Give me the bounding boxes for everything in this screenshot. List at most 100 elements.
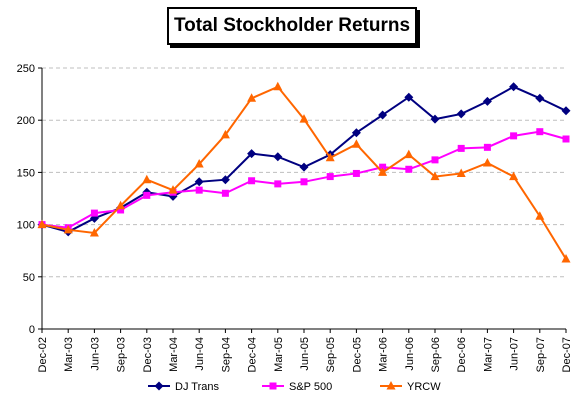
data-point [299, 162, 309, 172]
data-point [220, 175, 230, 185]
data-point [483, 143, 491, 151]
data-point [457, 144, 465, 152]
x-tick-label: Dec-04 [247, 337, 259, 372]
data-point [142, 174, 152, 184]
series-group [37, 81, 571, 263]
data-point [535, 211, 545, 220]
series-yrcw [37, 81, 571, 263]
data-point [247, 93, 257, 102]
x-tick-label: Sep-04 [220, 337, 232, 372]
legend-label: DJ Trans [175, 381, 220, 393]
series-s-p-500 [38, 128, 570, 232]
y-tick-labels: 0 50 100 150 200 250 [17, 63, 35, 336]
data-point [404, 92, 414, 102]
x-tick-label: Mar-05 [273, 337, 285, 372]
x-tick-label: Sep-05 [325, 337, 337, 372]
data-point [273, 152, 283, 162]
data-point [37, 219, 47, 229]
legend-item: S&P 500 [262, 381, 332, 393]
data-point [536, 128, 544, 136]
x-tick-label: Sep-03 [116, 337, 128, 372]
data-point [89, 227, 99, 237]
data-point [273, 81, 283, 91]
data-point [116, 200, 126, 210]
y-tick-label: 50 [23, 272, 35, 284]
x-tick-label: Dec-06 [456, 337, 468, 372]
x-tick-label: Dec-03 [142, 337, 154, 372]
x-tick-label: Mar-03 [63, 337, 75, 372]
legend: DJ Trans S&P 500 YRCW [148, 381, 441, 393]
data-point [456, 109, 466, 119]
y-tick-label: 100 [17, 220, 35, 232]
x-tick-label: Sep-07 [535, 337, 547, 372]
data-point [247, 149, 257, 159]
data-point [431, 156, 439, 164]
data-point [352, 169, 360, 177]
data-point [562, 135, 570, 143]
data-point [378, 110, 388, 120]
data-point [482, 96, 492, 106]
data-point [325, 152, 335, 162]
data-point [535, 93, 545, 103]
series-line [41, 85, 567, 260]
x-tick-label: Dec-02 [37, 337, 49, 372]
legend-label: S&P 500 [289, 381, 332, 393]
data-point [386, 381, 396, 390]
data-point [561, 106, 571, 116]
data-point [509, 82, 519, 92]
x-tick-label: Sep-06 [430, 337, 442, 372]
x-tick-labels: Dec-02 Mar-03 Jun-03 Sep-03 Dec-03 Mar-04 Jun-… [37, 337, 573, 372]
data-point [90, 209, 98, 217]
y-tick-label: 0 [29, 324, 35, 336]
data-point [430, 171, 440, 181]
data-point [509, 171, 519, 181]
data-point [195, 186, 203, 194]
data-point [269, 382, 277, 390]
y-tick-label: 200 [17, 115, 35, 127]
data-point [221, 189, 229, 197]
x-tick-label: Mar-07 [482, 337, 494, 372]
data-point [351, 139, 361, 148]
data-point [220, 129, 230, 139]
data-point [482, 158, 492, 167]
x-tick-label: Jun-05 [299, 337, 311, 371]
x-tick-label: Jun-03 [89, 337, 101, 371]
x-tick-label: Mar-06 [378, 337, 390, 372]
x-tick-label: Dec-07 [561, 337, 573, 372]
data-point [300, 178, 308, 186]
data-point [405, 165, 413, 173]
data-point [378, 167, 388, 176]
legend-item: DJ Trans [148, 381, 220, 393]
data-point [299, 114, 309, 123]
legend-item: YRCW [380, 381, 441, 393]
data-point [561, 254, 571, 263]
axes [38, 67, 567, 333]
x-tick-label: Jun-04 [194, 337, 206, 371]
data-point [510, 132, 518, 140]
data-point [379, 163, 387, 171]
data-point [117, 206, 125, 214]
data-point [154, 381, 164, 391]
data-point [168, 185, 178, 194]
x-tick-label: Jun-06 [404, 337, 416, 371]
y-tick-label: 250 [17, 63, 35, 75]
y-tick-label: 150 [17, 167, 35, 179]
data-point [143, 191, 151, 199]
data-point [351, 128, 361, 138]
data-point [430, 114, 440, 124]
data-point [274, 180, 282, 188]
legend-label: YRCW [407, 381, 441, 393]
chart-title: Total Stockholder Returns [167, 7, 417, 45]
grid-lines [42, 67, 566, 278]
data-point [194, 177, 204, 187]
x-tick-label: Mar-04 [168, 337, 180, 372]
data-point [63, 224, 73, 234]
x-tick-label: Dec-05 [351, 337, 363, 372]
x-tick-label: Jun-07 [509, 337, 521, 371]
data-point [326, 173, 334, 181]
data-point [248, 177, 256, 185]
data-point [194, 159, 204, 168]
data-point [404, 149, 414, 159]
data-point [456, 168, 466, 177]
